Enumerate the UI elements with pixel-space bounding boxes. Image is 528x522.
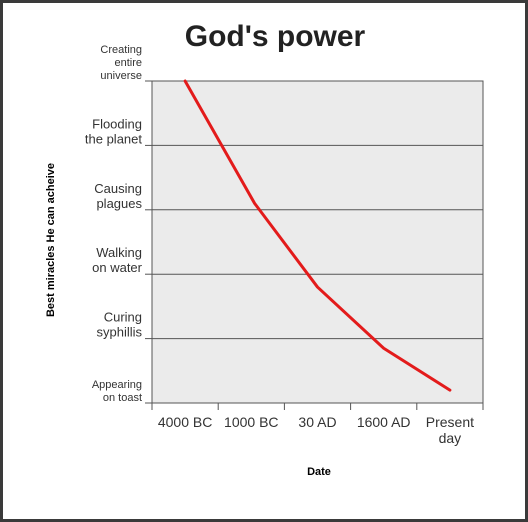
- series-line: [183, 79, 452, 392]
- y-tick-label: Causing plagues: [94, 181, 142, 211]
- x-tick-label: 1000 BC: [224, 414, 278, 430]
- x-tick-label: 4000 BC: [158, 414, 212, 430]
- y-tick-label: Flooding the planet: [85, 116, 142, 146]
- x-tick-label: 30 AD: [298, 414, 336, 430]
- x-tick-label: 1600 AD: [357, 414, 411, 430]
- y-tick-label: Creating entire universe: [100, 44, 142, 82]
- y-tick-label: Walking on water: [92, 245, 143, 275]
- y-tick-label: Appearing on toast: [92, 379, 142, 404]
- x-tick-label: Present day: [426, 414, 474, 446]
- x-axis-label: Date: [307, 466, 331, 478]
- x-ticks: [151, 403, 484, 410]
- y-tick-label: Curing syphillis: [96, 310, 142, 340]
- x-axis-tick-labels: 4000 BC 1000 BC 30 AD 1600 AD Present day: [158, 414, 474, 446]
- grid-lines: [145, 80, 483, 404]
- chart-title: God's power: [185, 20, 366, 53]
- y-axis-tick-labels: Appearing on toast Curing syphillis Walking o…: [85, 44, 143, 404]
- series-group: [183, 79, 452, 392]
- y-axis-label: Best miracles He can acheive: [45, 163, 57, 317]
- plot-area: [151, 80, 484, 404]
